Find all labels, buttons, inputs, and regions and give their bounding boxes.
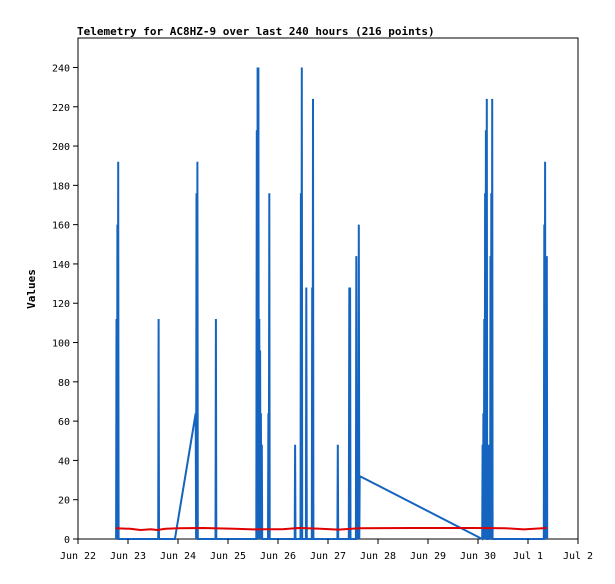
series-line-1 xyxy=(115,526,547,532)
y-tick-label: 140 xyxy=(52,260,70,271)
x-tick-label: Jun 27 xyxy=(310,551,346,562)
y-tick-label: 20 xyxy=(58,496,70,507)
y-tick-label: 80 xyxy=(58,378,70,389)
y-tick-label: 100 xyxy=(52,339,70,350)
y-axis: 0 20 40 60 80 100 120 140 160 180 200 220 240 xyxy=(52,63,78,546)
y-tick-label: 40 xyxy=(58,456,70,467)
x-tick-label: Jun 24 xyxy=(160,551,196,562)
y-tick-label: 220 xyxy=(52,103,70,114)
x-tick-label: Jul 2 xyxy=(563,551,593,562)
x-tick-label: Jun 30 xyxy=(460,551,496,562)
chart-title: Telemetry for AC8HZ-9 over last 240 hour… xyxy=(77,25,435,38)
y-tick-label: 240 xyxy=(52,63,70,74)
y-tick-label: 180 xyxy=(52,181,70,192)
x-tick-label: Jun 26 xyxy=(260,551,296,562)
y-tick-label: 200 xyxy=(52,142,70,153)
y-tick-label: 60 xyxy=(58,417,70,428)
x-tick-label: Jul 1 xyxy=(513,551,543,562)
y-tick-label: 0 xyxy=(64,535,70,546)
x-tick-label: Jun 25 xyxy=(210,551,246,562)
y-tick-label: 160 xyxy=(52,221,70,232)
series-line-0 xyxy=(115,67,549,541)
x-tick-label: Jun 23 xyxy=(110,551,146,562)
x-tick-label: Jun 29 xyxy=(410,551,446,562)
x-axis: Jun 22 Jun 23 Jun 24 Jun 25 Jun 26 Jun 27 Jun … xyxy=(60,539,593,562)
plot-area xyxy=(77,37,579,540)
y-tick-label: 120 xyxy=(52,299,70,310)
x-tick-label: Jun 22 xyxy=(60,551,96,562)
y-axis-label: Values xyxy=(25,269,38,309)
x-tick-label: Jun 28 xyxy=(360,551,396,562)
